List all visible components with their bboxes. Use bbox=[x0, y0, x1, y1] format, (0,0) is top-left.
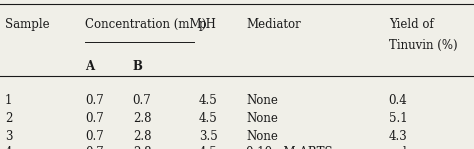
Text: 1: 1 bbox=[5, 94, 12, 107]
Text: Yield of: Yield of bbox=[389, 18, 433, 31]
Text: 2.8: 2.8 bbox=[133, 130, 151, 143]
Text: n.d.: n.d. bbox=[389, 146, 411, 149]
Text: Sample: Sample bbox=[5, 18, 49, 31]
Text: Concentration (mM): Concentration (mM) bbox=[85, 18, 207, 31]
Text: pH: pH bbox=[199, 18, 217, 31]
Text: 0.7: 0.7 bbox=[85, 130, 104, 143]
Text: 2.8: 2.8 bbox=[133, 146, 151, 149]
Text: None: None bbox=[246, 94, 278, 107]
Text: None: None bbox=[246, 112, 278, 125]
Text: 0.7: 0.7 bbox=[85, 112, 104, 125]
Text: None: None bbox=[246, 130, 278, 143]
Text: 0.7: 0.7 bbox=[85, 146, 104, 149]
Text: 0.4: 0.4 bbox=[389, 94, 408, 107]
Text: 0.7: 0.7 bbox=[85, 94, 104, 107]
Text: A: A bbox=[85, 60, 94, 73]
Text: 4.3: 4.3 bbox=[389, 130, 408, 143]
Text: 4.5: 4.5 bbox=[199, 112, 218, 125]
Text: 3.5: 3.5 bbox=[199, 130, 218, 143]
Text: B: B bbox=[133, 60, 143, 73]
Text: 4.5: 4.5 bbox=[199, 94, 218, 107]
Text: 4.5: 4.5 bbox=[199, 146, 218, 149]
Text: 0.7: 0.7 bbox=[133, 94, 152, 107]
Text: 2.8: 2.8 bbox=[133, 112, 151, 125]
Text: 2: 2 bbox=[5, 112, 12, 125]
Text: 3: 3 bbox=[5, 130, 12, 143]
Text: 4: 4 bbox=[5, 146, 12, 149]
Text: 0.10 μM ABTS: 0.10 μM ABTS bbox=[246, 146, 333, 149]
Text: 5.1: 5.1 bbox=[389, 112, 407, 125]
Text: Mediator: Mediator bbox=[246, 18, 301, 31]
Text: Tinuvin (%): Tinuvin (%) bbox=[389, 39, 457, 52]
